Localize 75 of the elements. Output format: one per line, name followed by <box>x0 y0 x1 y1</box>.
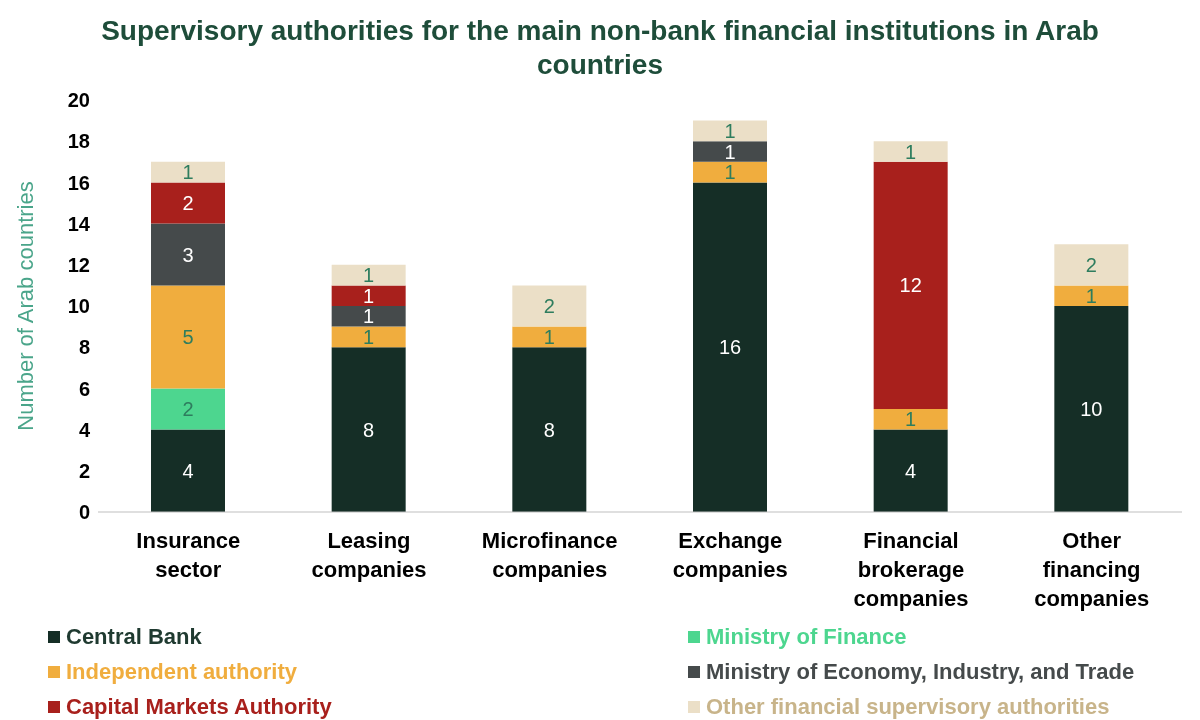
data-label: 1 <box>543 325 555 348</box>
x-tick-label: Other financing companies <box>1034 528 1150 611</box>
bar <box>331 285 406 306</box>
data-label: 1 <box>905 408 917 431</box>
y-tick-label: 12 <box>67 253 90 276</box>
data-label: 1 <box>724 119 736 142</box>
data-label: 3 <box>182 243 194 266</box>
x-tick-label: Financial brokerage companies <box>853 528 969 611</box>
data-label: 8 <box>363 418 375 441</box>
bar <box>331 326 406 348</box>
data-label: 2 <box>182 398 194 420</box>
y-tick-label: 10 <box>67 295 90 318</box>
data-label: 12 <box>899 274 922 297</box>
x-tick-label: Exchange companies <box>672 528 788 582</box>
data-label: 1 <box>905 140 917 163</box>
bar <box>331 306 406 327</box>
bar <box>873 409 948 430</box>
bar <box>873 141 948 162</box>
data-label: 2 <box>543 295 555 317</box>
y-tick-label: 20 <box>67 89 90 112</box>
bar <box>151 429 225 512</box>
bar <box>512 326 587 348</box>
data-label: 1 <box>363 284 375 307</box>
bar <box>331 347 406 512</box>
bar <box>693 141 767 162</box>
bar <box>151 161 225 183</box>
bar <box>873 161 948 409</box>
legend-label: Other financial supervisory authorities <box>706 693 1110 720</box>
x-tick-label: Leasing companies <box>311 528 427 582</box>
data-label: 1 <box>182 161 194 184</box>
y-tick-label: 4 <box>78 418 91 441</box>
data-label: 1 <box>724 161 736 184</box>
data-label: 1 <box>363 305 375 328</box>
y-tick-label: 8 <box>78 336 90 359</box>
y-tick-label: 0 <box>78 501 90 524</box>
bar <box>151 223 225 286</box>
data-label: 2 <box>1085 253 1097 276</box>
chart-title: Supervisory authorities for the main non-bank financial institutions in Arab countries <box>100 14 1100 82</box>
bar <box>512 347 587 512</box>
y-tick-label: 2 <box>78 459 90 482</box>
legend-label: Ministry of Economy, Industry, and Trade <box>706 658 1135 685</box>
data-label: 4 <box>905 459 917 482</box>
bar <box>331 264 406 286</box>
data-label: 2 <box>182 192 194 214</box>
data-label: 4 <box>182 459 194 482</box>
y-tick-label: 14 <box>67 212 91 235</box>
x-tick-label: Insurance sector <box>136 528 241 582</box>
legend-label: Central Bank <box>66 623 202 650</box>
data-label: 1 <box>724 140 736 163</box>
data-label: 1 <box>363 325 375 348</box>
data-label: 10 <box>1080 398 1103 420</box>
legend-label: Independent authority <box>66 658 297 685</box>
y-tick-label: 6 <box>78 377 90 400</box>
data-label: 1 <box>363 264 375 287</box>
bar <box>151 182 225 224</box>
data-label: 1 <box>1085 284 1097 307</box>
data-label: 8 <box>543 418 555 441</box>
x-tick-label: Microfinance companies <box>481 528 618 582</box>
y-tick-label: 18 <box>67 130 90 153</box>
bar <box>512 285 587 327</box>
data-label: 16 <box>718 336 742 359</box>
bar <box>1054 306 1129 512</box>
bar <box>151 285 225 389</box>
data-label: 5 <box>182 325 194 348</box>
legend-label: Capital Markets Authority <box>66 693 332 720</box>
y-tick-label: 16 <box>67 171 90 194</box>
legend-label: Ministry of Finance <box>706 623 907 650</box>
bar <box>693 161 767 183</box>
y-axis-title: Number of Arab countries <box>12 181 38 431</box>
bar <box>693 120 767 142</box>
bar <box>873 429 948 512</box>
bar <box>693 182 767 512</box>
bar <box>151 388 225 430</box>
bar <box>1054 244 1129 286</box>
bar <box>1054 285 1129 306</box>
